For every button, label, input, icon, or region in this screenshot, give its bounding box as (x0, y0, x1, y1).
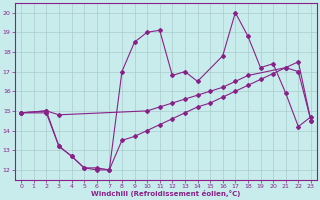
X-axis label: Windchill (Refroidissement éolien,°C): Windchill (Refroidissement éolien,°C) (91, 190, 241, 197)
